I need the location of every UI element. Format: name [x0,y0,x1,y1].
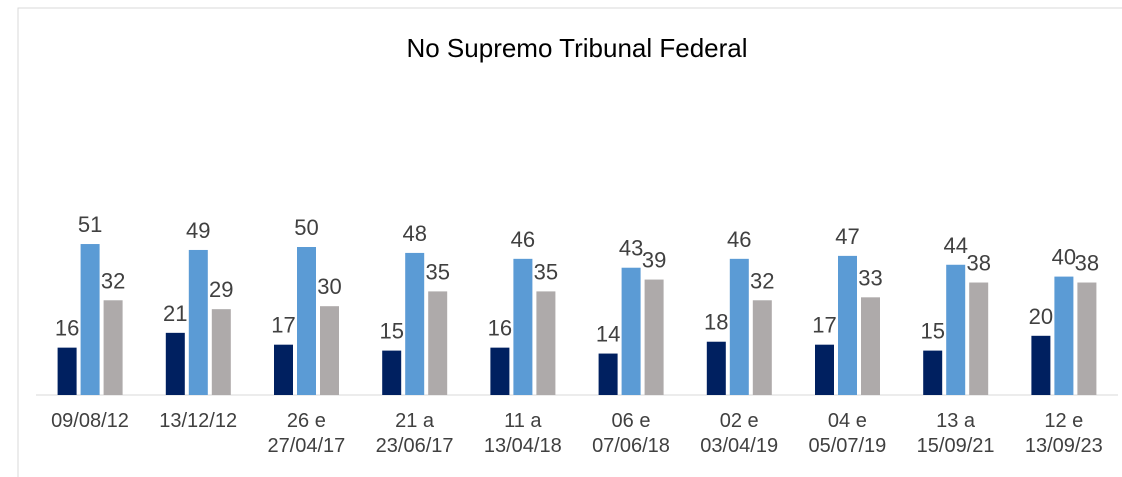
data-label: 21 [163,301,187,326]
bar [490,347,510,395]
bar [536,291,556,395]
data-label: 38 [1075,251,1099,276]
data-label: 49 [186,218,210,243]
bar [382,350,402,395]
x-tick-label: 11 a 13/04/18 [483,410,562,457]
x-tick-label: 26 e 27/04/17 [267,410,346,457]
data-label: 38 [966,251,990,276]
data-label: 16 [488,316,512,341]
bar [861,297,880,395]
bar [211,309,231,395]
data-label: 51 [78,212,102,237]
x-tick-label: 13 a 15/09/21 [916,410,995,457]
data-label: 32 [101,268,125,293]
data-label: 46 [511,227,535,252]
bar [706,341,726,395]
bar [729,258,749,395]
chart-frame [17,7,1122,477]
bar [428,291,448,395]
x-tick-label: 06 e 07/06/18 [592,410,670,457]
bar [188,249,208,395]
bar [165,332,185,395]
data-label: 18 [704,310,728,335]
chart-title: No Supremo Tribunal Federal [406,33,747,63]
data-label: 35 [534,259,558,284]
data-label: 40 [1052,245,1076,270]
data-label: 32 [750,268,774,293]
data-label: 15 [379,319,403,344]
data-label: 46 [727,227,751,252]
data-label: 30 [317,274,341,299]
bar [103,300,123,395]
bar [297,247,316,395]
x-tick-label: 13/12/12 [159,410,238,432]
data-label: 20 [1029,304,1053,329]
data-label: 14 [596,322,620,347]
x-tick-label: 12 e 13/09/23 [1024,410,1103,457]
bar [644,279,664,395]
bar [513,258,533,395]
data-label: 47 [835,224,859,249]
data-label: 39 [642,248,666,273]
bar [80,244,100,395]
x-tick-label: 04 e 05/07/19 [808,410,887,457]
data-label: 44 [943,233,967,258]
bar [1077,282,1097,395]
data-label: 43 [619,236,643,261]
data-label: 17 [812,313,836,338]
data-label: 29 [209,277,233,302]
x-tick-label: 21 a 23/06/17 [375,410,454,457]
x-tick-label: 02 e 03/04/19 [700,410,779,457]
data-label: 33 [858,265,882,290]
bar [274,344,293,395]
data-label: 48 [402,221,426,246]
bar [815,344,834,395]
bar [320,306,339,395]
bar [923,350,943,395]
x-tick-label: 09/08/12 [51,410,129,432]
bar [1054,276,1074,395]
bar [1031,335,1051,395]
data-label: 15 [920,319,944,344]
data-label: 35 [425,259,449,284]
data-label: 50 [294,215,318,240]
bar [621,267,641,395]
bar [946,264,966,395]
bar [752,300,772,395]
bar [969,282,989,395]
bar [57,347,77,395]
bar [838,255,857,395]
data-label: 17 [271,313,295,338]
bar [405,252,425,395]
data-label: 16 [55,316,79,341]
bar [598,353,618,395]
